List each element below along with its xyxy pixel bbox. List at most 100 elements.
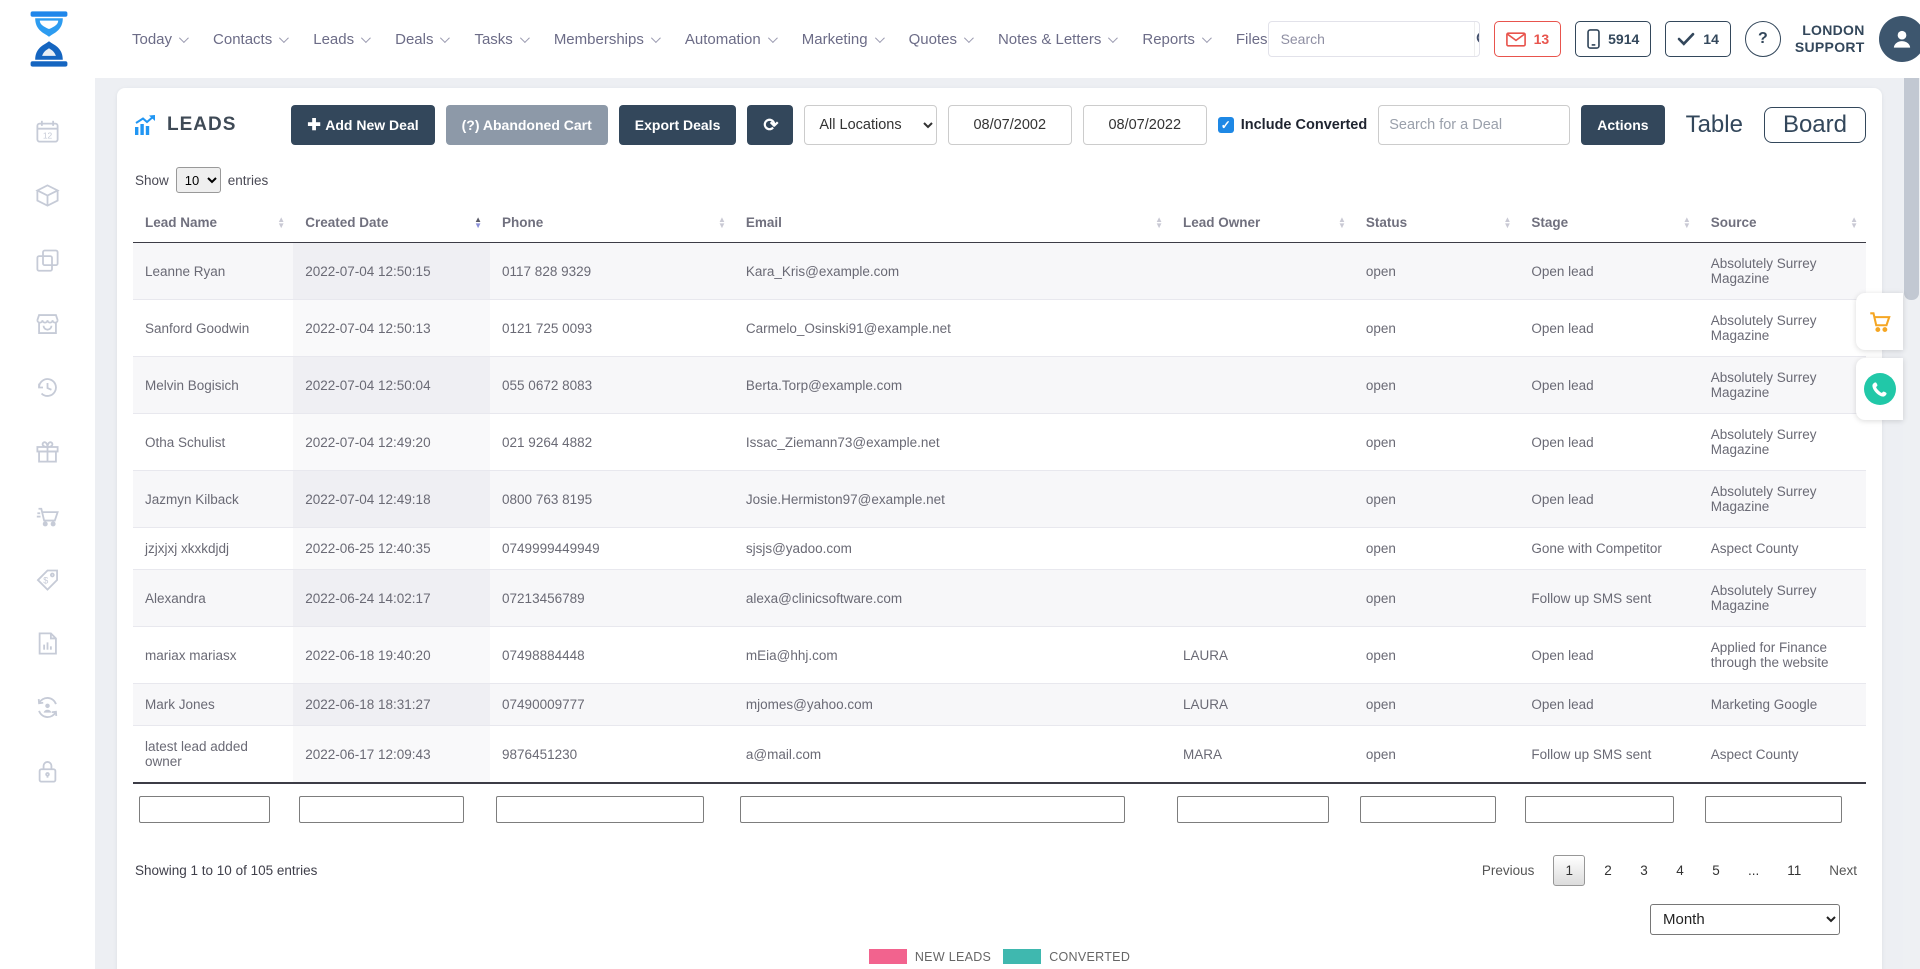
cell-name: Sanford Goodwin — [133, 299, 294, 357]
pagination-previous[interactable]: Previous — [1481, 863, 1535, 878]
cell-source: Aspect County — [1698, 725, 1866, 784]
column-header-created-date[interactable]: Created Date ▲ ▼ — [293, 203, 491, 243]
table-row[interactable]: Leanne Ryan 2022-07-04 12:50:15 0117 828 9… — [133, 242, 1866, 300]
sidebar-user-sync-icon[interactable] — [34, 694, 61, 721]
page-scrollbar[interactable] — [1903, 0, 1920, 969]
cell-status: open — [1353, 470, 1520, 528]
quick-cart-button[interactable] — [1856, 293, 1903, 350]
cell-name: Leanne Ryan — [133, 242, 294, 300]
filter-input-phone[interactable] — [496, 796, 704, 823]
filter-input-created-date[interactable] — [299, 796, 464, 823]
quick-call-button[interactable] — [1856, 358, 1903, 420]
user-avatar[interactable] — [1878, 16, 1920, 62]
add-new-deal-button[interactable]: ✚ Add New Deal — [291, 105, 435, 145]
nav-item-memberships[interactable]: Memberships — [554, 31, 661, 48]
mail-notifications-button[interactable]: 13 — [1493, 21, 1562, 57]
sidebar-gift-icon[interactable] — [34, 438, 61, 465]
table-row[interactable]: Alexandra 2022-06-24 14:02:17 07213456789 a… — [133, 569, 1866, 627]
sidebar-lock-icon[interactable] — [34, 758, 61, 785]
view-table-toggle[interactable]: Table — [1685, 111, 1743, 138]
column-header-lead-name[interactable]: Lead Name ▲ ▼ — [133, 203, 294, 243]
filter-input-email[interactable] — [739, 796, 1126, 823]
cell-stage: Follow up SMS sent — [1519, 725, 1699, 784]
nav-item-notes-letters[interactable]: Notes & Letters — [998, 31, 1119, 48]
pagination-page-11[interactable]: 11 — [1787, 863, 1802, 878]
view-board-toggle[interactable]: Board — [1763, 107, 1866, 143]
filter-input-status[interactable] — [1359, 796, 1496, 823]
column-header-source[interactable]: Source ▲ ▼ — [1698, 203, 1866, 243]
sidebar-history-icon[interactable] — [34, 374, 61, 401]
nav-item-leads[interactable]: Leads — [313, 31, 371, 48]
table-row[interactable]: Sanford Goodwin 2022-07-04 12:50:13 0121 7… — [133, 299, 1866, 357]
sidebar-store-icon[interactable] — [34, 310, 61, 337]
period-select[interactable]: Month — [1650, 904, 1840, 935]
pagination-next[interactable]: Next — [1829, 863, 1857, 878]
nav-item-automation[interactable]: Automation — [685, 31, 778, 48]
actions-button[interactable]: Actions — [1581, 105, 1665, 145]
nav-item-files[interactable]: Files — [1235, 30, 1268, 48]
pagination-page-4[interactable]: 4 — [1676, 863, 1684, 878]
export-deals-button[interactable]: Export Deals — [618, 105, 737, 145]
column-header-status[interactable]: Status ▲ ▼ — [1353, 203, 1520, 243]
include-converted-checkbox[interactable]: ✓ — [1217, 117, 1234, 133]
pagination-page-5[interactable]: 5 — [1712, 863, 1720, 878]
nav-item-reports[interactable]: Reports — [1142, 31, 1212, 48]
user-name: LONDON SUPPORT — [1794, 21, 1865, 56]
table-row[interactable]: Otha Schulist 2022-07-04 12:49:20 021 9264… — [133, 413, 1866, 471]
page-size-select[interactable]: 10 — [175, 167, 221, 193]
filter-cell — [1353, 782, 1520, 829]
pagination-page-2[interactable]: 2 — [1604, 863, 1612, 878]
app-logo-icon[interactable] — [26, 11, 72, 67]
column-header-email[interactable]: Email ▲ ▼ — [733, 203, 1172, 243]
table-row[interactable]: Jazmyn Kilback 2022-07-04 12:49:18 0800 76… — [133, 470, 1866, 528]
filter-cell — [293, 782, 491, 829]
table-row[interactable]: Mark Jones 2022-06-18 18:31:27 07490009777… — [133, 683, 1866, 726]
abandoned-cart-button[interactable]: (?) Abandoned Cart — [445, 105, 608, 145]
cell-owner — [1171, 569, 1354, 627]
table-row[interactable]: jzjxjxj xkxkdjdj 2022-06-25 12:40:35 07499… — [133, 527, 1866, 570]
tasks-button[interactable]: 14 — [1665, 21, 1731, 57]
sidebar-price-tag-icon[interactable]: $ — [34, 566, 61, 593]
filter-input-source[interactable] — [1704, 796, 1843, 823]
nav-item-today[interactable]: Today — [132, 31, 189, 48]
sms-credit-button[interactable]: 5914 — [1575, 21, 1652, 57]
deal-search-input[interactable] — [1378, 105, 1571, 145]
pagination-page-1[interactable]: 1 — [1553, 855, 1585, 886]
cell-source: Marketing Google — [1698, 683, 1866, 726]
cell-source: Absolutely Surrey Magazine — [1698, 413, 1866, 471]
sidebar-cart-icon[interactable] — [34, 502, 61, 529]
cell-owner — [1171, 413, 1354, 471]
global-search — [1267, 21, 1480, 57]
filter-input-lead-owner[interactable] — [1177, 796, 1329, 823]
sidebar-calendar-icon[interactable]: 12 — [34, 118, 61, 145]
column-header-lead-owner[interactable]: Lead Owner ▲ ▼ — [1171, 203, 1354, 243]
table-row[interactable]: Melvin Bogisich 2022-07-04 12:50:04 055 06… — [133, 356, 1866, 414]
nav-item-quotes[interactable]: Quotes — [909, 31, 974, 48]
nav-item-contacts[interactable]: Contacts — [213, 31, 290, 48]
nav-item-marketing[interactable]: Marketing — [802, 31, 885, 48]
location-select[interactable]: All Locations — [804, 105, 937, 145]
help-button[interactable]: ? — [1744, 21, 1781, 57]
pagination-page-3[interactable]: 3 — [1640, 863, 1648, 878]
date-to-input[interactable] — [1082, 105, 1207, 145]
nav-item-tasks[interactable]: Tasks — [474, 31, 530, 48]
search-icon[interactable] — [1473, 22, 1479, 56]
sidebar-package-icon[interactable] — [34, 182, 61, 209]
pagination-ellipsis[interactable]: ... — [1747, 863, 1760, 878]
table-row[interactable]: latest lead added owner 2022-06-17 12:09:… — [133, 725, 1866, 784]
column-header-stage[interactable]: Stage ▲ ▼ — [1519, 203, 1699, 243]
date-from-input[interactable] — [947, 105, 1072, 145]
column-header-phone[interactable]: Phone ▲ ▼ — [490, 203, 734, 243]
nav-item-deals[interactable]: Deals — [395, 31, 451, 48]
chevron-down-icon — [178, 32, 189, 43]
refresh-button[interactable]: ⟳ — [747, 105, 794, 145]
chart-legend: NEW LEADS CONVERTED — [117, 949, 1882, 964]
filter-input-stage[interactable] — [1525, 796, 1674, 823]
sidebar-report-icon[interactable] — [34, 630, 61, 657]
table-row[interactable]: mariax mariasx 2022-06-18 19:40:20 0749888… — [133, 626, 1866, 684]
sidebar-copy-icon[interactable] — [34, 246, 61, 273]
cell-email: Issac_Ziemann73@example.net — [733, 413, 1172, 471]
cell-phone: 07490009777 — [490, 683, 734, 726]
global-search-input[interactable] — [1268, 31, 1474, 47]
filter-input-lead-name[interactable] — [139, 796, 270, 823]
